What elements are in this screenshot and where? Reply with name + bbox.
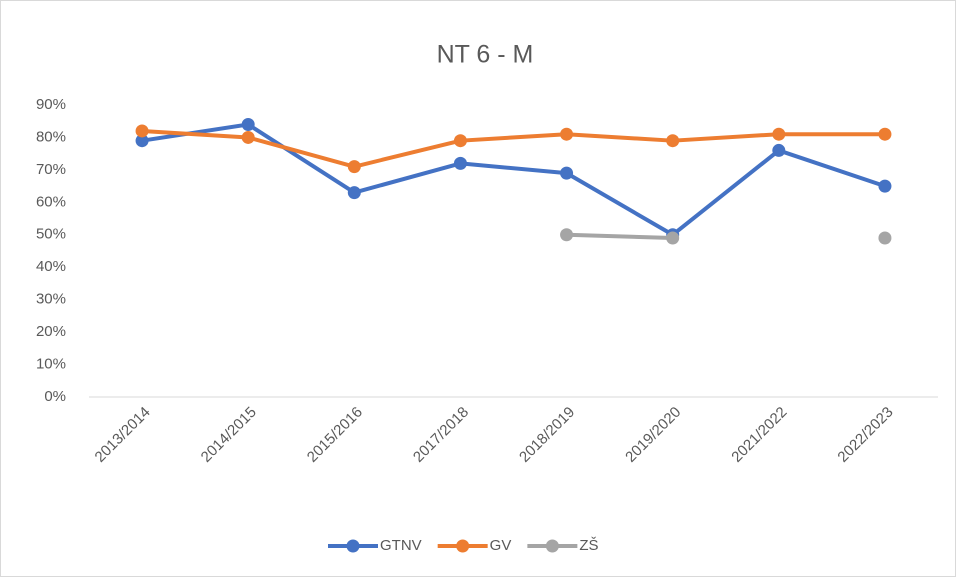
point: [347, 186, 361, 200]
legend-marker: [346, 539, 360, 553]
point: [560, 127, 574, 141]
chart-title: NT 6 - M: [437, 41, 534, 69]
y-tick-label: 70%: [36, 161, 66, 178]
point: [878, 231, 892, 245]
point: [135, 134, 149, 148]
series-line: [141, 128, 885, 169]
y-tick-label: 80%: [36, 128, 66, 145]
y-tick-label: 0%: [44, 388, 66, 405]
point: [560, 228, 574, 242]
point: [666, 231, 680, 245]
point: [453, 134, 467, 148]
point: [453, 156, 467, 170]
y-tick-label: 60%: [36, 193, 66, 210]
legend-marker: [545, 539, 559, 553]
point: [135, 124, 149, 138]
point: [772, 143, 786, 157]
point: [772, 127, 786, 141]
legend-label: ZŠ: [579, 537, 598, 554]
point: [666, 134, 680, 148]
y-tick-label: 90%: [36, 96, 66, 113]
legend-label: GTNV: [380, 537, 422, 554]
y-tick-label: 10%: [36, 356, 66, 373]
y-tick-label: 50%: [36, 226, 66, 243]
point: [878, 179, 892, 193]
y-tick-label: 40%: [36, 258, 66, 275]
point: [241, 117, 255, 131]
y-tick-label: 30%: [36, 291, 66, 308]
point: [560, 166, 574, 180]
point: [878, 127, 892, 141]
point: [241, 130, 255, 144]
legend-label: GV: [490, 537, 512, 554]
point: [347, 160, 361, 174]
y-tick-label: 20%: [36, 323, 66, 340]
series-line: [141, 122, 886, 237]
legend-marker: [456, 539, 470, 553]
